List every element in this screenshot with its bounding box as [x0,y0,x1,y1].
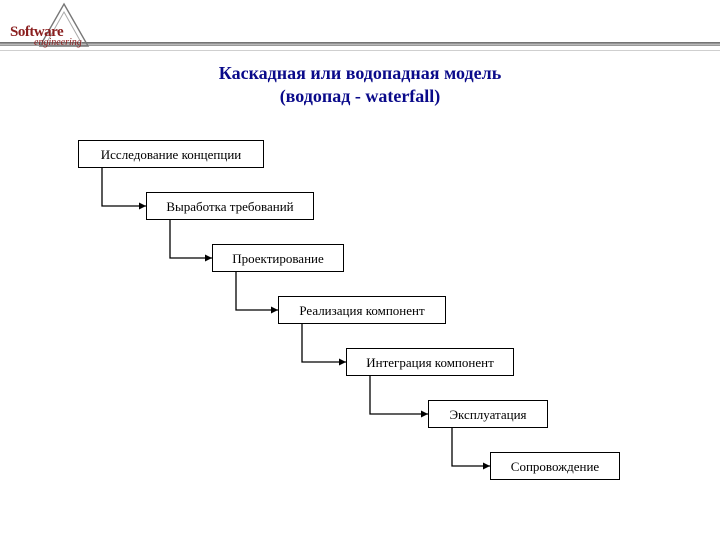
title-line-2: (водопад - waterfall) [0,85,720,108]
slide-title: Каскадная или водопадная модель (водопад… [0,62,720,109]
stage-box: Эксплуатация [428,400,548,428]
stage-box: Проектирование [212,244,344,272]
stage-box: Сопровождение [490,452,620,480]
stage-connector [366,372,436,422]
logo-text-sub: engineering [34,37,82,48]
title-line-1: Каскадная или водопадная модель [0,62,720,85]
stage-box: Выработка требований [146,192,314,220]
waterfall-diagram: Исследование концепции Выработка требован… [0,140,720,520]
stage-box: Реализация компонент [278,296,446,324]
brand-logo: Software engineering [6,2,126,57]
stage-box: Интеграция компонент [346,348,514,376]
stage-box: Исследование концепции [78,140,264,168]
